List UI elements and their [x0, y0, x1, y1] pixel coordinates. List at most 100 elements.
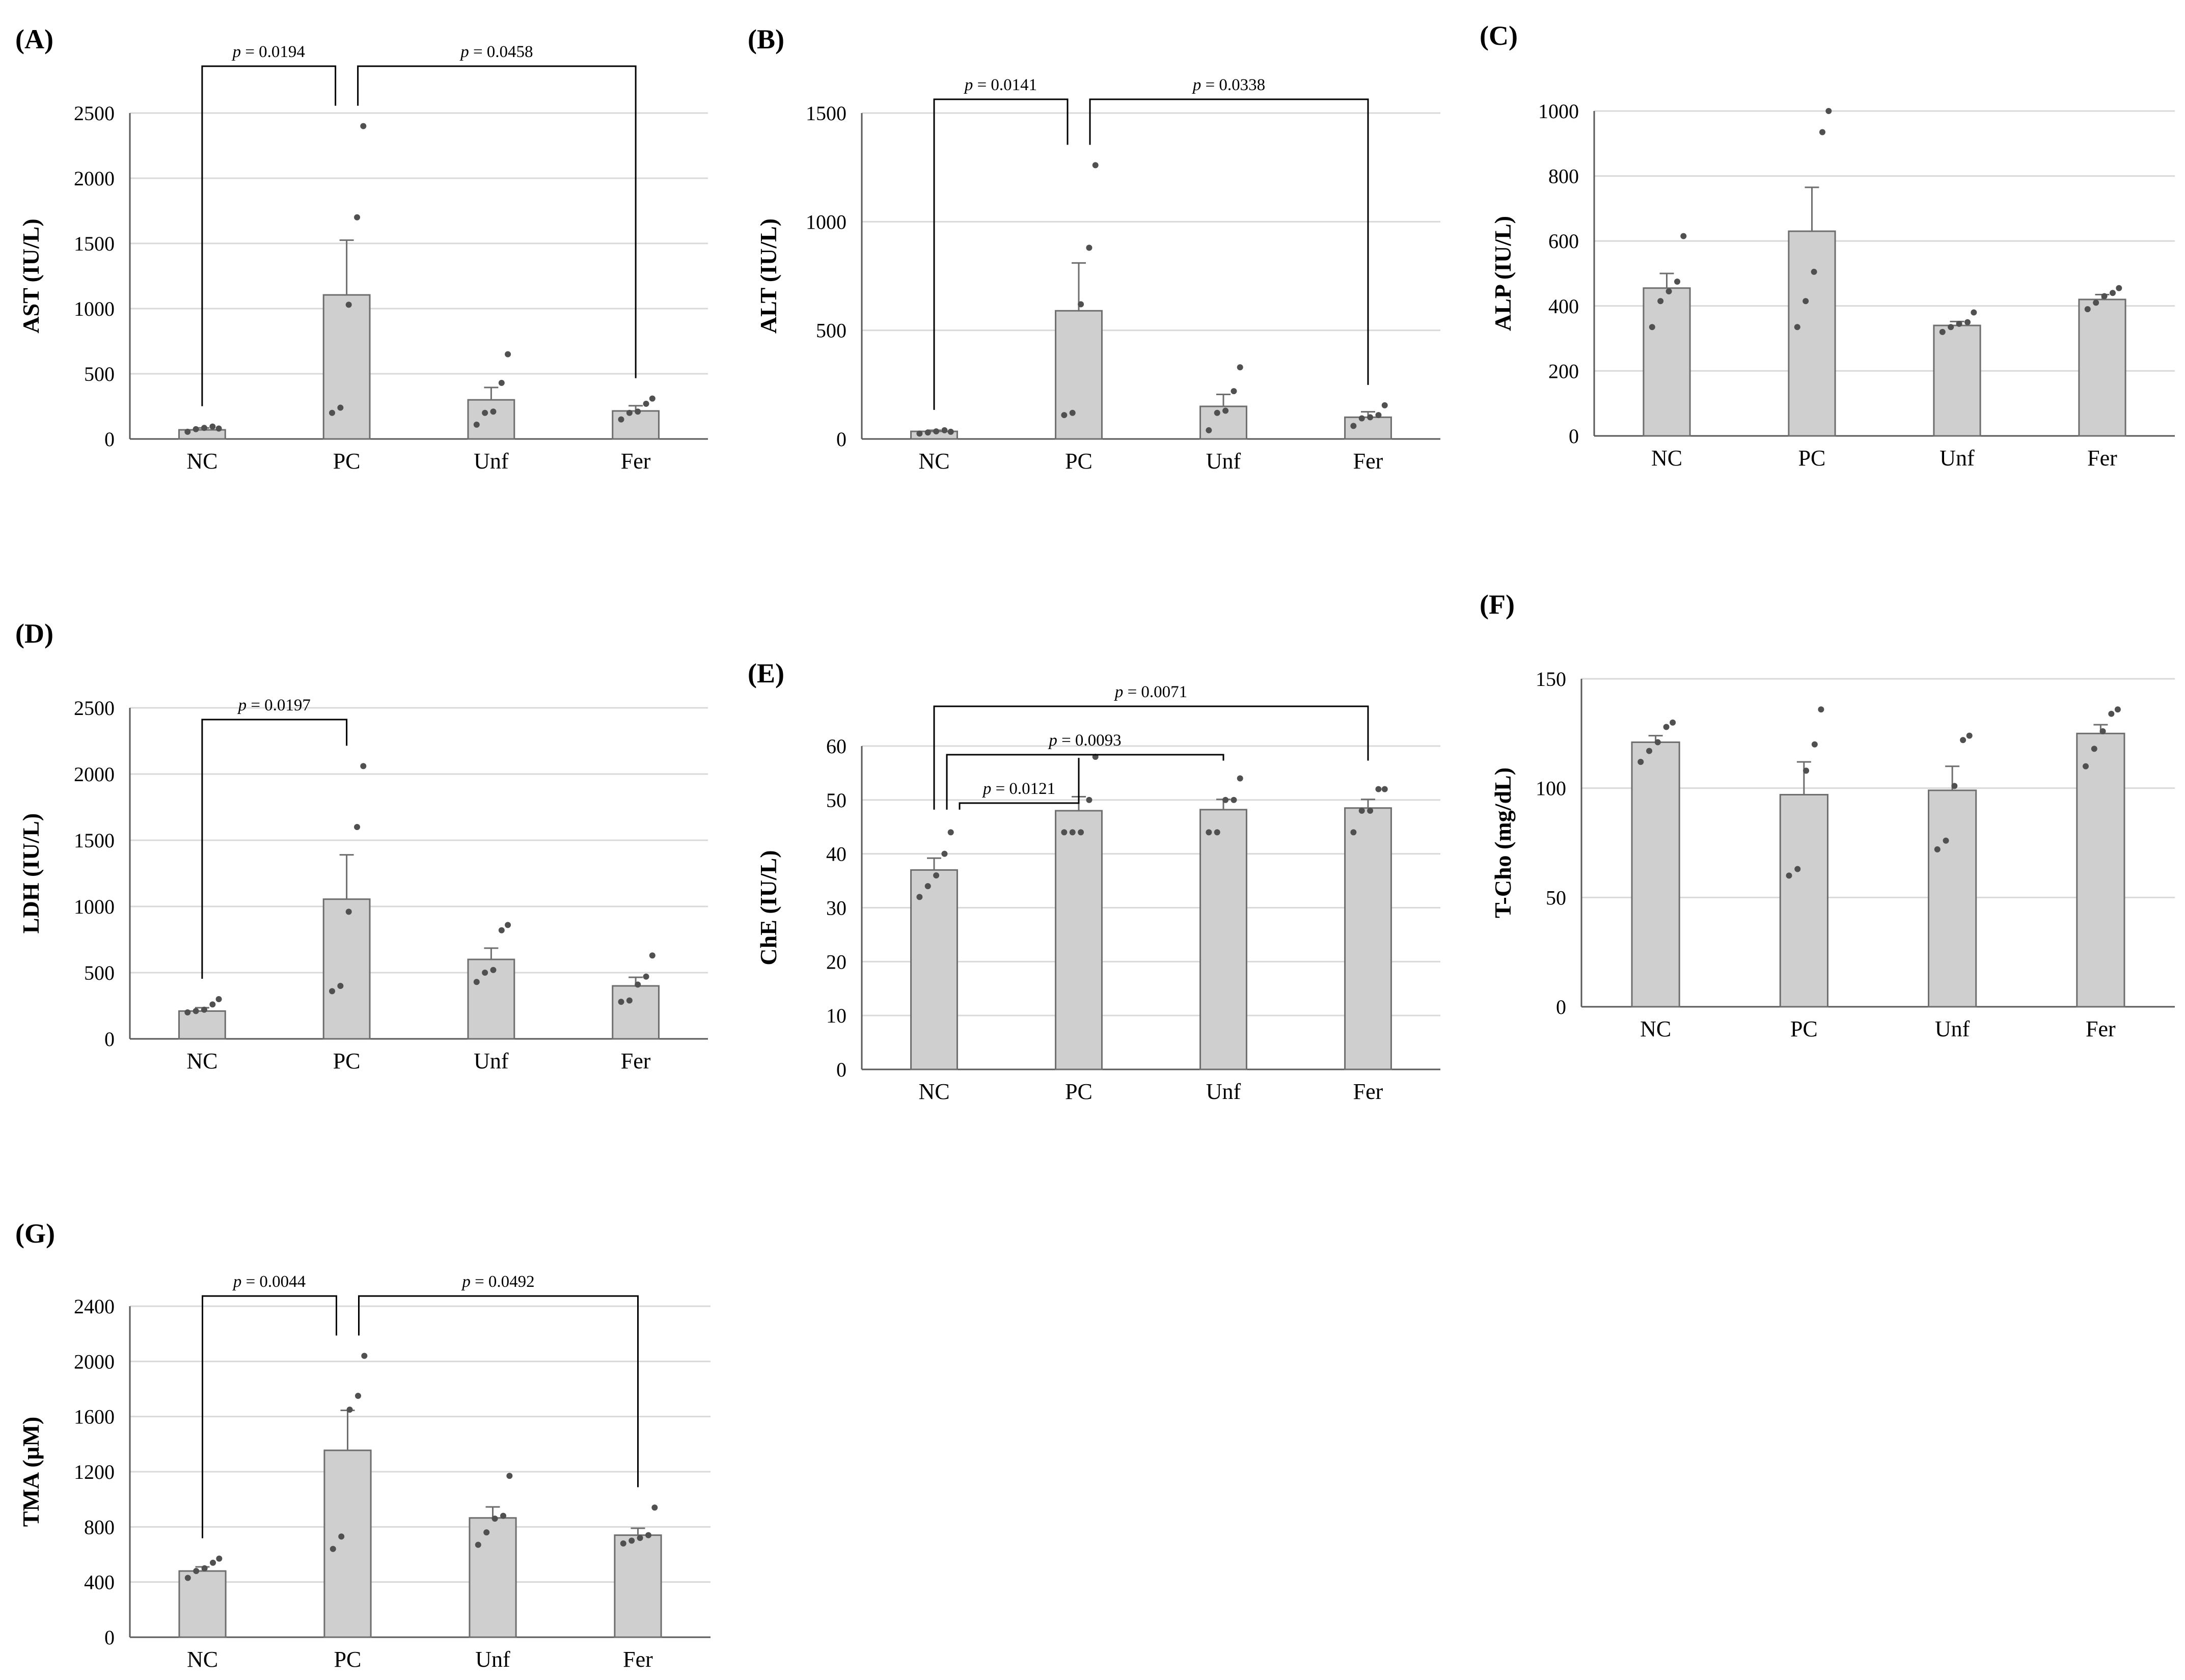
- y-tick-label: 1200: [74, 1461, 115, 1483]
- data-point: [1367, 808, 1374, 814]
- data-point: [473, 979, 480, 985]
- y-tick-label: 0: [836, 428, 846, 451]
- data-point: [1206, 427, 1212, 433]
- data-point: [924, 883, 931, 890]
- data-point: [941, 427, 948, 433]
- data-point: [1061, 829, 1068, 836]
- data-point: [505, 922, 511, 928]
- data-point: [618, 999, 624, 1005]
- x-tick-label: Unf: [474, 449, 509, 474]
- data-point: [1948, 324, 1954, 331]
- chart-panel: (C) 0 200 400 600 800 1000 ALP (IU/L) NC PC Unf Fer: [1480, 20, 2175, 471]
- data-point: [645, 1532, 652, 1538]
- y-tick-label: 30: [826, 897, 846, 920]
- data-point: [2114, 706, 2121, 713]
- bracket-line: [959, 758, 1080, 810]
- data-point: [1794, 866, 1801, 872]
- p-value-label: p = 0.0338: [1192, 76, 1265, 94]
- data-point: [1237, 364, 1243, 371]
- data-point: [1794, 324, 1800, 331]
- bar: [178, 1010, 226, 1040]
- data-point: [2110, 290, 2116, 296]
- p-value-label: p = 0.0197: [237, 696, 311, 714]
- data-point: [1934, 846, 1941, 852]
- data-point: [1943, 837, 1949, 844]
- x-tick-label: Fer: [2087, 446, 2117, 471]
- data-point: [354, 214, 361, 221]
- data-point: [473, 421, 480, 428]
- chart-panel: (D) 0 500 1000 1500 2000 2500 LDH (IU/L) NC PC Unf…: [15, 618, 708, 1073]
- bar: [1643, 287, 1691, 437]
- data-point: [491, 1516, 498, 1522]
- y-tick-label: 800: [1548, 165, 1579, 188]
- data-point: [941, 850, 948, 857]
- data-point: [620, 1540, 626, 1547]
- p-symbol: p: [232, 1273, 242, 1291]
- data-point: [216, 1555, 223, 1562]
- chart-panel: (F) 0 50 100 150 T-Cho (mg/dL) NC PC Unf Fer: [1480, 589, 2175, 1041]
- data-point: [1214, 409, 1220, 416]
- data-point: [1069, 829, 1076, 836]
- data-point: [924, 429, 931, 436]
- data-point: [193, 426, 199, 432]
- y-tick-label: 400: [84, 1571, 115, 1594]
- bracket-line: [933, 98, 1069, 410]
- data-point: [1960, 737, 1966, 743]
- y-tick-label: 1500: [74, 829, 115, 852]
- data-point: [506, 1473, 513, 1479]
- y-tick-label: 20: [826, 950, 846, 973]
- p-symbol: p: [982, 780, 992, 798]
- data-point: [649, 952, 656, 959]
- x-tick-label: Unf: [1206, 449, 1241, 474]
- y-tick-label: 0: [1556, 996, 1566, 1018]
- chart-panel: (A) 0 500 1000 1500 2000 2500 AST (IU/L) NC PC Unf…: [15, 24, 708, 474]
- y-tick-label: 2400: [74, 1295, 115, 1318]
- data-point: [916, 430, 923, 437]
- data-point: [482, 409, 488, 416]
- y-tick-label: 10: [826, 1004, 846, 1027]
- data-point: [1811, 268, 1817, 275]
- data-point: [1381, 786, 1388, 792]
- data-point: [201, 1565, 208, 1572]
- data-point: [498, 379, 505, 386]
- data-point: [354, 824, 361, 830]
- x-tick-label: PC: [333, 449, 361, 474]
- bracket-line: [357, 65, 637, 378]
- y-tick-label: 0: [1569, 425, 1579, 448]
- y-tick-label: 0: [104, 1028, 115, 1051]
- data-point: [360, 123, 367, 129]
- x-tick-label: PC: [1065, 1079, 1092, 1104]
- y-tick-label: 1000: [74, 297, 115, 320]
- data-point: [1657, 298, 1664, 305]
- y-tick-label: 600: [1548, 230, 1579, 253]
- panel-label: (G): [15, 1218, 55, 1249]
- data-point: [947, 829, 954, 836]
- y-axis-label: AST (IU/L): [18, 218, 44, 333]
- data-point: [184, 1575, 191, 1581]
- data-point: [201, 425, 207, 431]
- data-point: [626, 997, 633, 1004]
- data-point: [1367, 414, 1374, 421]
- x-tick-label: PC: [1798, 446, 1826, 471]
- bracket-line: [933, 705, 1369, 810]
- x-tick-label: Unf: [1935, 1016, 1970, 1041]
- p-value: = 0.0458: [469, 43, 533, 61]
- data-point: [1956, 320, 1962, 327]
- y-tick-label: 500: [84, 363, 115, 385]
- p-value: = 0.0141: [973, 76, 1037, 94]
- bar: [1631, 741, 1680, 1008]
- data-point: [475, 1541, 481, 1548]
- data-point: [1078, 301, 1084, 308]
- data-point: [635, 408, 641, 415]
- y-axis-label: ALT (IU/L): [755, 218, 781, 334]
- y-axis-label: TMA (μM): [18, 1417, 44, 1527]
- data-point: [490, 408, 497, 415]
- data-point: [184, 428, 191, 435]
- bar: [910, 869, 958, 1070]
- data-point: [1381, 402, 1388, 408]
- panel-label: (D): [15, 618, 53, 649]
- data-point: [1649, 324, 1655, 331]
- y-tick-label: 1000: [74, 895, 115, 918]
- significance-bracket: p = 0.0093: [946, 731, 1224, 810]
- p-value-label: p = 0.0458: [459, 43, 533, 61]
